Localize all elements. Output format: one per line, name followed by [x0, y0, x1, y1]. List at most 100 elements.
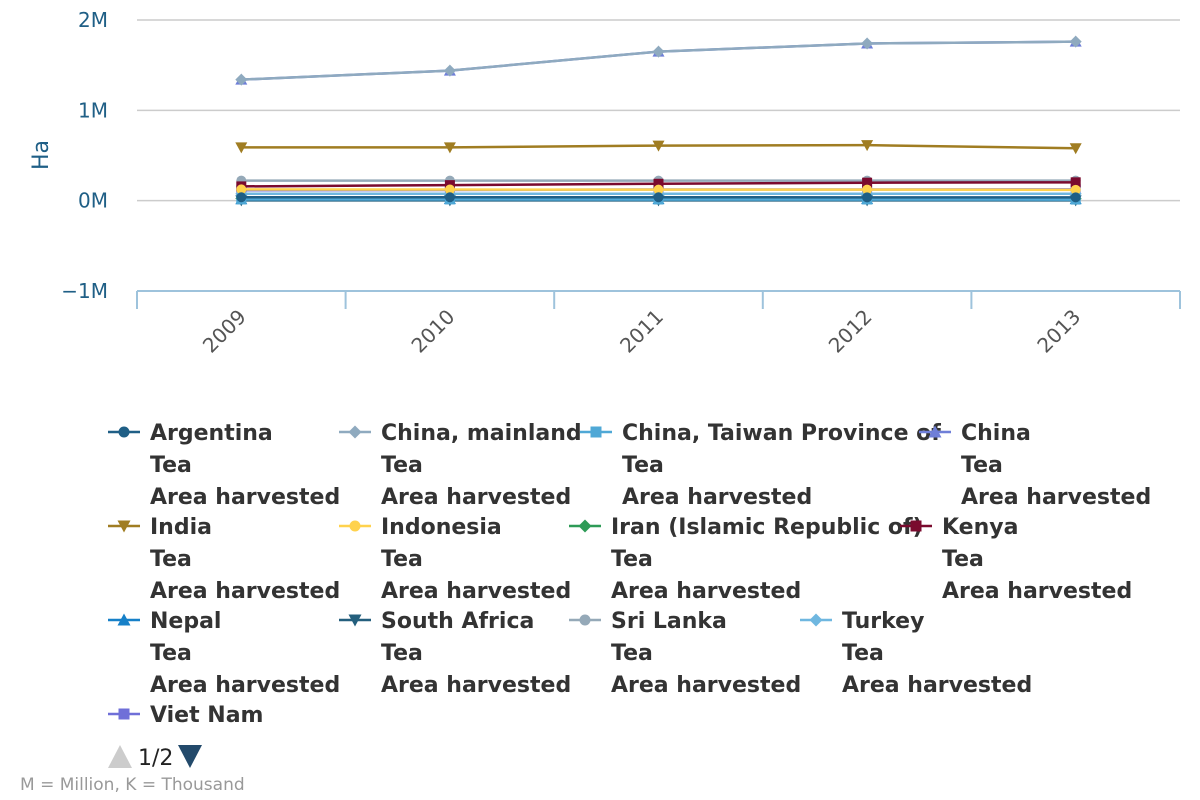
legend-label: Tea	[942, 547, 984, 572]
legend-label: Area harvested	[381, 485, 571, 510]
legend-label: Area harvested	[381, 579, 571, 604]
legend-label: Area harvested	[150, 673, 340, 698]
series-indonesia	[236, 184, 1081, 195]
data-point	[236, 184, 247, 195]
legend-label: Tea	[150, 641, 192, 666]
data-point	[652, 140, 665, 152]
data-point	[236, 192, 247, 203]
legend-label: Tea	[381, 641, 423, 666]
legend-label: Indonesia	[381, 515, 502, 540]
legend-label: Area harvested	[381, 673, 571, 698]
legend-label: Kenya	[942, 515, 1018, 540]
legend-marker-icon	[579, 614, 591, 626]
data-point	[653, 178, 664, 189]
data-point	[653, 192, 664, 203]
data-point	[861, 37, 874, 50]
data-point	[1069, 35, 1082, 48]
footnote: M = Million, K = Thousand	[20, 775, 245, 795]
legend-label: Tea	[842, 641, 884, 666]
legend-item[interactable]: India Tea Area harvested	[108, 515, 340, 604]
legend-label: Tea	[381, 547, 423, 572]
x-tick-label: 2013	[1032, 305, 1085, 358]
legend-label: Area harvested	[150, 579, 340, 604]
legend-marker-icon	[590, 426, 602, 438]
legend-label: Tea	[150, 453, 192, 478]
legend-marker-icon	[809, 613, 823, 627]
data-point	[1070, 184, 1081, 195]
legend-navigation: 1/2	[108, 745, 202, 771]
legend-label: China, mainland	[381, 421, 582, 446]
legend-item[interactable]: Argentina Tea Area harvested	[108, 421, 340, 510]
legend-marker-icon	[578, 519, 592, 533]
data-point	[235, 73, 248, 86]
y-tick-label: 1M	[78, 98, 108, 122]
data-point	[443, 142, 456, 154]
legend-item[interactable]: Indonesia Tea Area harvested	[339, 515, 571, 604]
legend-label: Area harvested	[961, 485, 1151, 510]
data-point	[444, 192, 455, 203]
legend-item[interactable]: South Africa Tea Area harvested	[339, 609, 571, 698]
legend-item[interactable]: China, Taiwan Province of Tea Area harvest…	[580, 421, 941, 510]
series-india	[235, 140, 1082, 155]
legend-item[interactable]: Viet Nam	[108, 703, 263, 728]
data-point	[1070, 192, 1081, 203]
data-point	[1070, 177, 1081, 188]
x-tick-label: 2011	[615, 305, 668, 358]
data-point	[652, 45, 665, 58]
series-layer	[235, 35, 1082, 207]
y-axis-title: Ha	[29, 140, 54, 170]
legend-item[interactable]: Turkey Tea Area harvested	[800, 609, 1032, 698]
legend-marker-icon	[928, 425, 942, 438]
legend-label: Tea	[622, 453, 664, 478]
legend-label: Iran (Islamic Republic of)	[611, 515, 923, 540]
data-point	[1069, 143, 1082, 155]
x-tick-label: 2009	[198, 305, 251, 358]
data-point	[862, 177, 873, 188]
legend-marker-icon	[349, 520, 361, 532]
data-point	[443, 64, 456, 77]
legend-label: Argentina	[150, 421, 273, 446]
legend-marker-icon	[348, 425, 362, 439]
x-tick-label: 2012	[824, 305, 877, 358]
y-tick-label: 2M	[78, 8, 108, 32]
legend-label: China	[961, 421, 1031, 446]
legend-label: Area harvested	[611, 579, 801, 604]
legend-label: South Africa	[381, 609, 534, 634]
data-point	[653, 184, 664, 195]
legend-marker-icon	[118, 426, 130, 438]
data-point	[235, 142, 248, 154]
legend-marker-icon	[348, 614, 362, 627]
legend-marker-icon	[117, 613, 131, 626]
legend-marker-icon	[117, 520, 131, 533]
legend-marker-icon	[118, 708, 130, 720]
y-tick-label: 0M	[78, 189, 108, 213]
data-point	[862, 184, 873, 195]
data-point	[861, 140, 874, 152]
legend-label: Area harvested	[842, 673, 1032, 698]
legend-label: Area harvested	[942, 579, 1132, 604]
legend-marker-icon	[910, 520, 922, 532]
legend-label: Area harvested	[622, 485, 812, 510]
legend-label: Sri Lanka	[611, 609, 727, 634]
legend-item[interactable]: Nepal Tea Area harvested	[108, 609, 340, 698]
data-point	[862, 192, 873, 203]
legend-page-down-arrow-icon[interactable]	[178, 745, 202, 768]
series-argentina	[236, 192, 1081, 203]
legend-label: Turkey	[842, 609, 924, 634]
legend-item[interactable]: China, mainland Tea Area harvested	[339, 421, 582, 510]
x-tick-label: 2010	[406, 305, 459, 358]
grid	[137, 19, 1180, 292]
y-tick-label: −1M	[61, 279, 108, 303]
legend-item[interactable]: Iran (Islamic Republic of) Tea Area harves…	[569, 515, 923, 604]
legend-label: Tea	[381, 453, 423, 478]
legend-label: Nepal	[150, 609, 221, 634]
legend-label: India	[150, 515, 212, 540]
legend-page-indicator: 1/2	[138, 746, 173, 771]
legend-item[interactable]: Kenya Tea Area harvested	[900, 515, 1132, 604]
legend-label: China, Taiwan Province of	[622, 421, 941, 446]
legend-page-up-arrow-icon[interactable]	[108, 745, 132, 768]
legend-item[interactable]: China Tea Area harvested	[919, 421, 1151, 510]
legend-item[interactable]: Sri Lanka Tea Area harvested	[569, 609, 801, 698]
